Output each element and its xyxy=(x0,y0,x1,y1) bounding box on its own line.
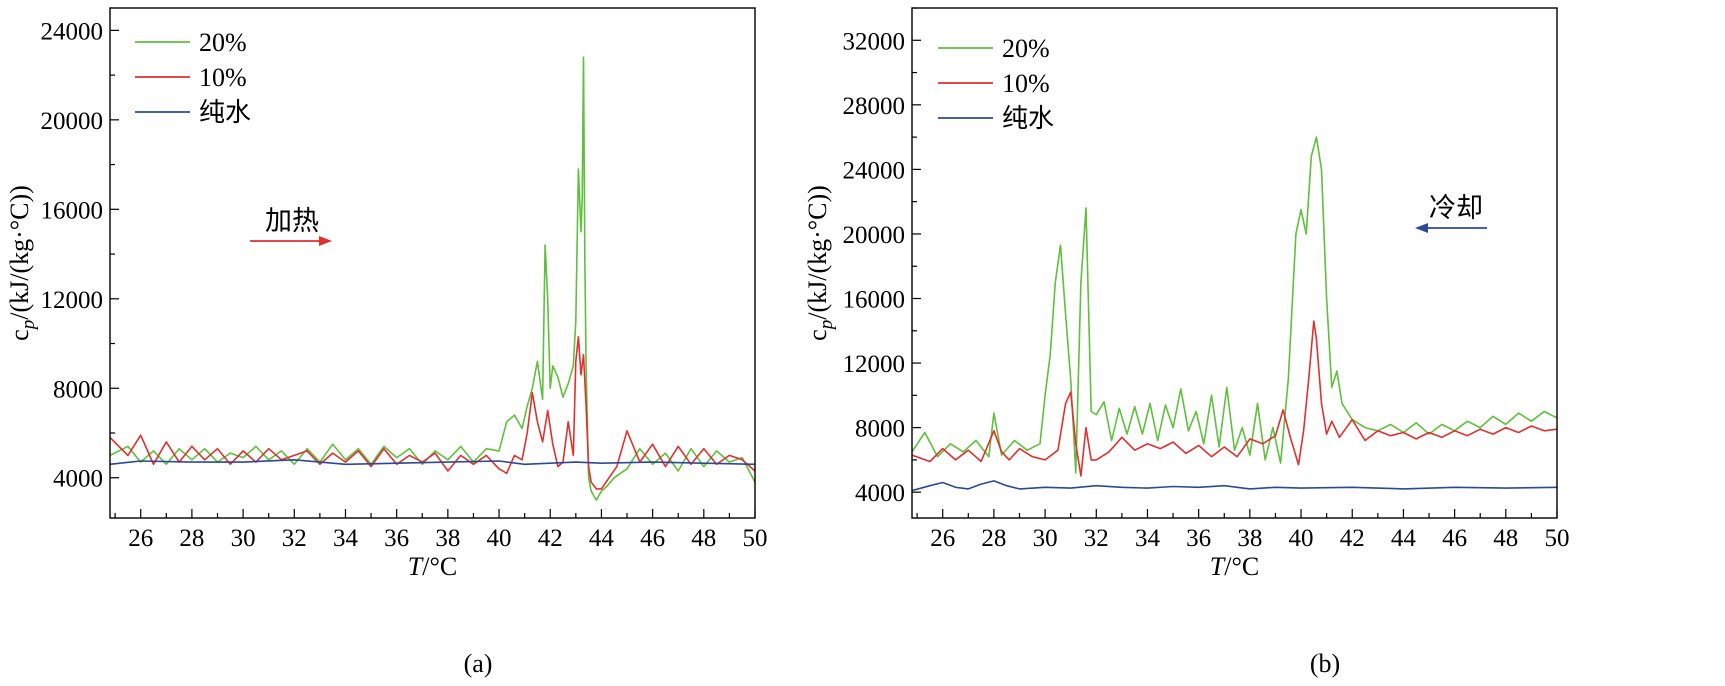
panel-a-plot-frame xyxy=(109,7,756,519)
panel-a-annotation-text: 加热 xyxy=(265,206,319,237)
panel-a-y-tick-label: 24000 xyxy=(41,18,104,45)
panel-b-y-tick-label: 28000 xyxy=(843,93,906,120)
panel-b-y-tick-label: 12000 xyxy=(843,351,906,378)
panel-a-x-tick-label: 46 xyxy=(640,525,665,552)
panel-b-x-axis-label-unit: /°C xyxy=(1224,552,1259,581)
panel-b-x-tick-label: 42 xyxy=(1340,525,1365,552)
panel-a-y-axis-label-rest: /(kJ/(kg·°C)) xyxy=(5,185,34,320)
panel-a-x-axis-label: T/°C xyxy=(408,552,457,581)
panel-a-legend-label-0: 20% xyxy=(199,28,247,57)
panel-a-x-tick-label: 48 xyxy=(691,525,716,552)
panel-b-x-tick-label: 36 xyxy=(1186,525,1211,552)
panel-b-plot-frame xyxy=(911,7,1558,519)
chart-panel-b: (b) 26 28 30 32 34 36 38 40 42 44 46 48 50 4000 8000 12… xyxy=(803,7,1570,678)
panel-b-legend-label-2: 纯水 xyxy=(1002,104,1054,133)
panel-a-x-tick-label: 26 xyxy=(128,525,153,552)
panel-b-x-tick-label: 34 xyxy=(1135,525,1161,552)
panel-b-y-tick-label: 8000 xyxy=(855,416,905,443)
panel-b-series-line-0 xyxy=(912,136,1557,474)
panel-a-caption: (a) xyxy=(464,649,493,678)
panel-b-series-group xyxy=(912,136,1557,492)
panel-a-legend-label-2: 纯水 xyxy=(199,98,251,127)
panel-b-y-tick-label: 32000 xyxy=(843,28,906,55)
panel-a-x-axis-label-var: T xyxy=(408,552,424,581)
panel-a-series-line-2 xyxy=(110,458,755,466)
panel-b-x-tick-label: 40 xyxy=(1289,525,1314,552)
panel-b-series-line-2 xyxy=(912,480,1557,492)
panel-b-x-tick-label: 48 xyxy=(1493,525,1518,552)
panel-a-x-tick-label: 40 xyxy=(487,525,512,552)
panel-b-legend-label-1: 10% xyxy=(1002,69,1050,98)
panel-b-caption: (b) xyxy=(1310,649,1340,678)
panel-b-y-axis-label-base: c xyxy=(803,329,832,341)
chart-panel-a: (a) 26 28 30 32 34 36 38 40 42 44 46 48 50 4000 8000 12… xyxy=(5,7,768,678)
panel-a-y-axis-label-base: c xyxy=(5,329,34,341)
panel-b-x-axis-label-var: T xyxy=(1210,552,1226,581)
panel-a-series-line-0 xyxy=(110,56,755,501)
panel-b-x-tick-label: 44 xyxy=(1391,525,1417,552)
panel-b-y-tick-label: 16000 xyxy=(843,287,906,314)
panel-a-y-tick-label: 20000 xyxy=(41,108,104,135)
panel-a-y-axis-label-sub: p xyxy=(18,320,39,332)
panel-b-annotation-arrow-head xyxy=(1415,223,1428,233)
panel-a-x-tick-label: 32 xyxy=(282,525,307,552)
panel-b-y-axis-label-rest: /(kJ/(kg·°C)) xyxy=(803,185,832,320)
panel-b-series-line-1 xyxy=(912,320,1557,477)
panel-a-series-group xyxy=(110,56,755,501)
panel-a-y-tick-label: 8000 xyxy=(53,376,103,403)
panel-a-legend: 20% 10% 纯水 xyxy=(135,28,251,127)
panel-b-x-tick-label: 32 xyxy=(1084,525,1109,552)
panel-a-x-tick-label: 28 xyxy=(179,525,204,552)
panel-b-y-axis-label-sub: p xyxy=(816,320,837,332)
panel-b-x-tick-label: 50 xyxy=(1545,525,1570,552)
panel-b-x-tick-label: 38 xyxy=(1237,525,1262,552)
panel-b-x-tick-label: 30 xyxy=(1033,525,1058,552)
panel-a-x-tick-label: 50 xyxy=(743,525,768,552)
panel-b-legend-label-0: 20% xyxy=(1002,34,1050,63)
panel-b-y-axis-label: cp/(kJ/(kg·°C)) xyxy=(803,185,837,341)
panel-a-x-tick-label: 44 xyxy=(589,525,615,552)
panel-a-series-line-1 xyxy=(110,335,755,490)
panel-a-annotation-arrow-head xyxy=(319,236,332,246)
panel-a-x-axis-label-unit: /°C xyxy=(422,552,457,581)
panel-b-x-axis-label: T/°C xyxy=(1210,552,1259,581)
panel-b-annotation-text: 冷却 xyxy=(1429,193,1483,224)
panel-b-y-tick-label: 24000 xyxy=(843,157,906,184)
panel-a-x-tick-label: 38 xyxy=(435,525,460,552)
panel-a-x-tick-label: 34 xyxy=(333,525,359,552)
panel-a-y-tick-label: 16000 xyxy=(41,197,104,224)
panel-b-x-tick-label: 28 xyxy=(981,525,1006,552)
panel-b-y-tick-label: 4000 xyxy=(855,480,905,507)
panel-a-x-tick-label: 36 xyxy=(384,525,409,552)
panel-b-x-tick-label: 46 xyxy=(1442,525,1467,552)
panel-a-y-tick-label: 12000 xyxy=(41,287,104,314)
panel-a-x-tick-label: 30 xyxy=(231,525,256,552)
panel-b-y-tick-label: 20000 xyxy=(843,222,906,249)
panel-a-y-axis-label: cp/(kJ/(kg·°C)) xyxy=(5,185,39,341)
panel-a-y-tick-label: 4000 xyxy=(53,466,103,493)
panel-a-legend-label-1: 10% xyxy=(199,63,247,92)
panel-b-legend: 20% 10% 纯水 xyxy=(938,34,1054,133)
panel-a-x-tick-label: 42 xyxy=(538,525,563,552)
panel-b-x-tick-label: 26 xyxy=(930,525,955,552)
